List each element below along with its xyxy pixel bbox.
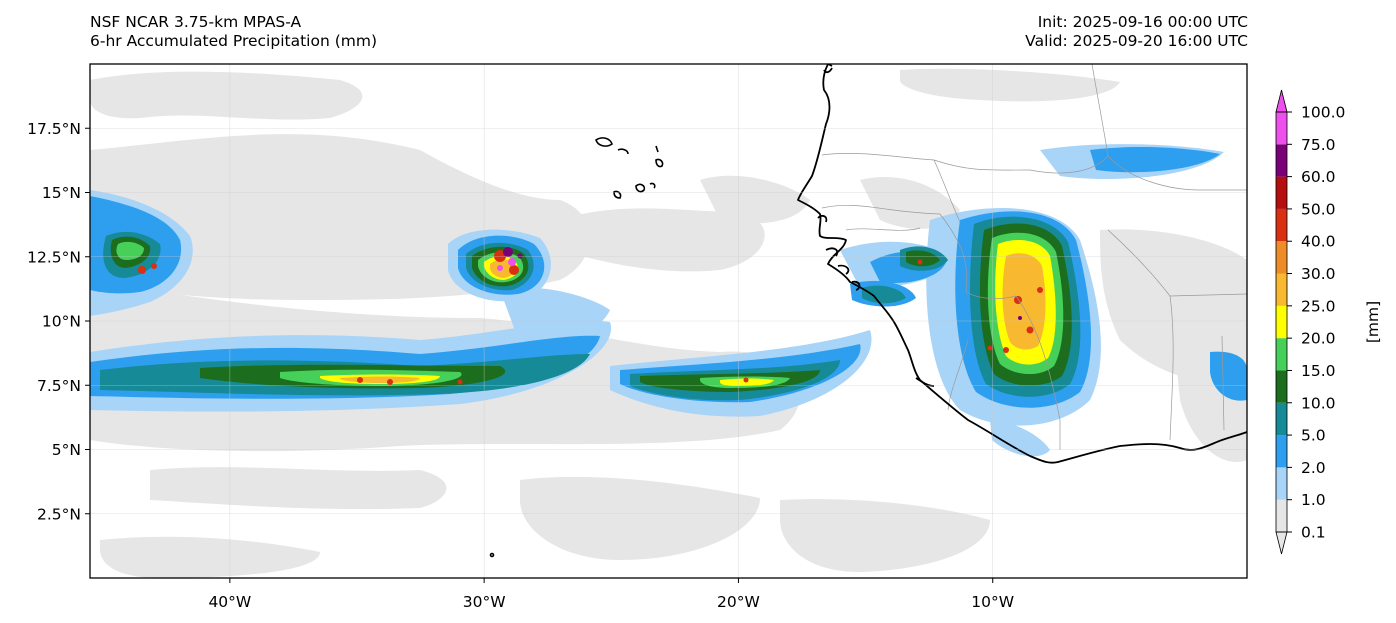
colorbar-level-label: 100.0 <box>1301 104 1345 122</box>
colorbar-swatch <box>1276 176 1287 209</box>
lon-tick-label: 20°W <box>717 593 760 611</box>
colorbar-swatch <box>1276 112 1287 145</box>
colorbar-level-label: 10.0 <box>1301 394 1336 412</box>
precip-heavy-layer <box>138 250 1043 385</box>
colorbar-extend-max <box>1275 89 1288 113</box>
colorbar-swatch <box>1276 435 1287 468</box>
colorbar-level-label: 2.0 <box>1301 459 1326 477</box>
valid-time: Valid: 2025-09-20 16:00 UTC <box>1025 32 1248 50</box>
axis-ticks: 2.5°N 5°N 7.5°N 10°N 12.5°N 15°N 17.5°N 40°W 30°… <box>27 120 1014 611</box>
field-name: 6-hr Accumulated Precipitation (mm) <box>90 32 377 50</box>
title-left: NSF NCAR 3.75-km MPAS-A 6-hr Accumulated… <box>90 13 377 51</box>
title-right: Init: 2025-09-16 00:00 UTC Valid: 2025-0… <box>1025 13 1248 51</box>
colorbar-swatch <box>1276 499 1287 532</box>
init-time: Init: 2025-09-16 00:00 UTC <box>1037 13 1248 31</box>
colorbar-swatch <box>1276 338 1287 371</box>
colorbar-level-label: 20.0 <box>1301 330 1336 348</box>
colorbar-swatch <box>1276 144 1287 177</box>
colorbar-swatch <box>1276 273 1287 306</box>
colorbar-level-label: 30.0 <box>1301 265 1336 283</box>
map-panel <box>90 64 1247 578</box>
model-name: NSF NCAR 3.75-km MPAS-A <box>90 13 302 31</box>
colorbar-swatch <box>1276 402 1287 436</box>
colorbar-extend-min <box>1275 531 1288 555</box>
lat-tick-label: 12.5°N <box>27 248 81 266</box>
lon-tick-label: 10°W <box>971 593 1014 611</box>
colorbar-swatch <box>1276 467 1287 500</box>
precip-extreme-layer <box>497 247 1022 320</box>
colorbar-level-label: 0.1 <box>1301 524 1326 542</box>
lon-tick-label: 30°W <box>463 593 506 611</box>
colorbar: 0.1 1.0 2.0 5.0 10.0 15.0 20.0 25.0 30.0 40.0 50.0… <box>1275 89 1382 555</box>
colorbar-level-label: 50.0 <box>1301 200 1336 218</box>
lat-tick-label: 5°N <box>52 441 81 459</box>
lat-tick-label: 2.5°N <box>37 505 81 523</box>
colorbar-swatch <box>1276 241 1287 274</box>
cabo-verde-islands <box>489 137 664 558</box>
colorbar-units-label: [mm] <box>1364 301 1382 343</box>
lon-tick-label: 40°W <box>208 593 251 611</box>
colorbar-level-label: 15.0 <box>1301 362 1336 380</box>
colorbar-swatch <box>1276 370 1287 403</box>
colorbar-level-label: 25.0 <box>1301 297 1336 315</box>
colorbar-frame <box>1275 111 1288 533</box>
colorbar-level-label: 40.0 <box>1301 233 1336 251</box>
colorbar-swatch <box>1276 305 1287 339</box>
colorbar-level-label: 60.0 <box>1301 168 1336 186</box>
colorbar-level-label: 5.0 <box>1301 427 1326 445</box>
colorbar-swatch <box>1276 208 1287 242</box>
lat-tick-label: 7.5°N <box>37 377 81 395</box>
lat-tick-label: 15°N <box>42 184 81 202</box>
colorbar-level-label: 75.0 <box>1301 136 1336 154</box>
lat-tick-label: 17.5°N <box>27 120 81 138</box>
gridlines <box>90 64 1247 578</box>
colorbar-level-label: 1.0 <box>1301 491 1326 509</box>
lat-tick-label: 10°N <box>42 313 81 331</box>
